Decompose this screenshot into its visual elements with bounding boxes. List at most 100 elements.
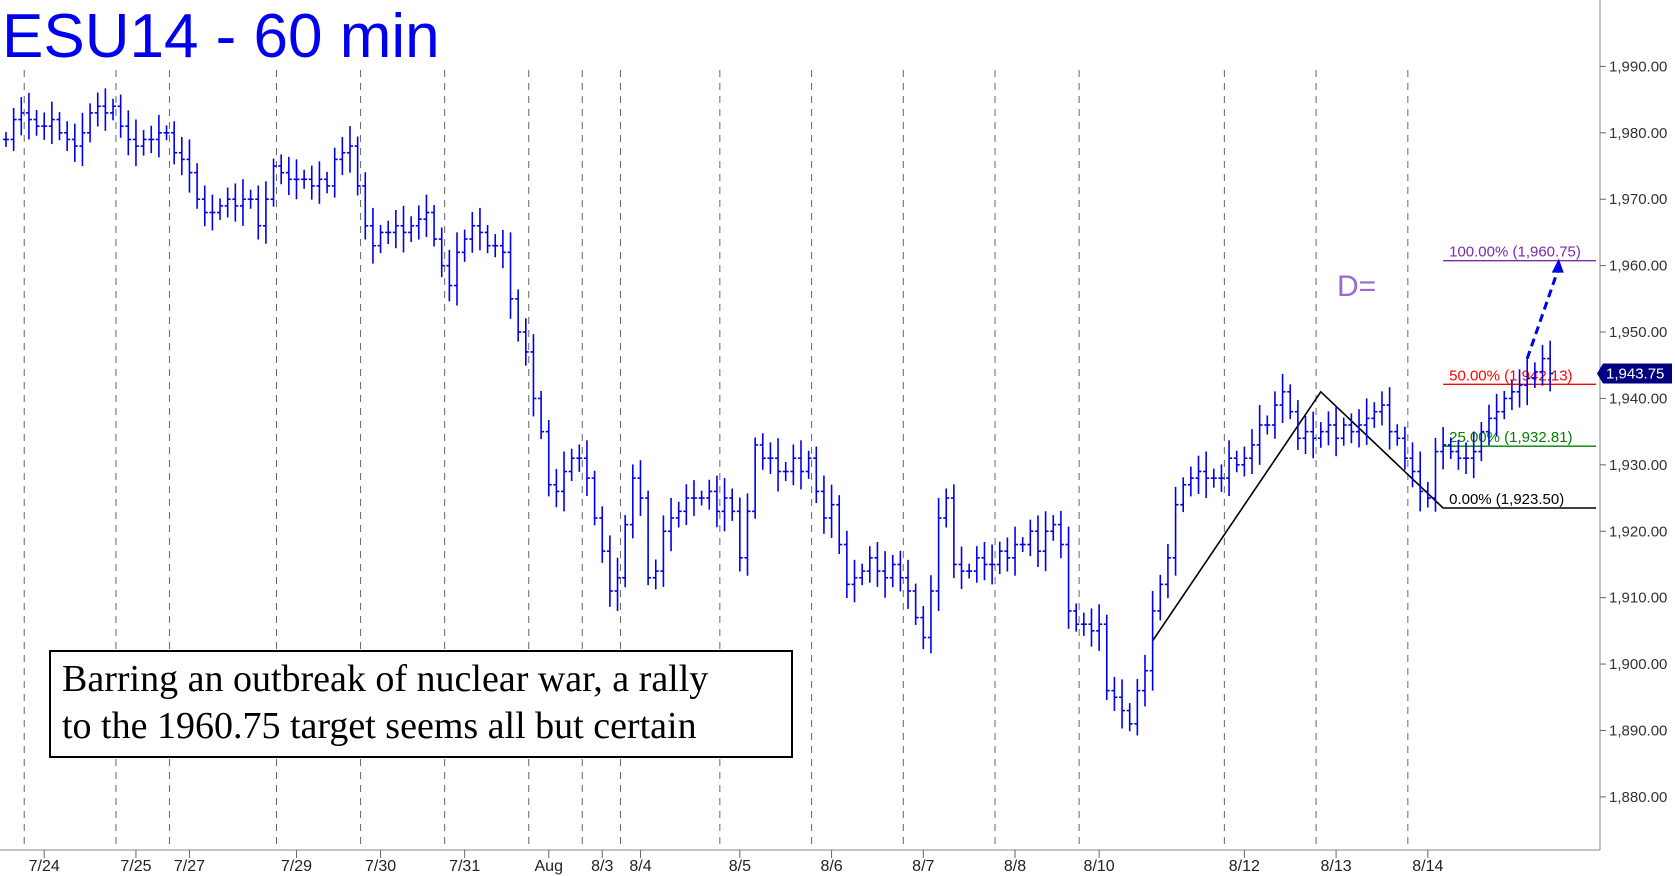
price-bar-198 [1516,369,1523,408]
price-bar-29 [224,187,231,218]
price-bar-61 [469,212,476,253]
price-bar-120 [920,605,927,650]
price-bar-109 [836,495,843,555]
price-bar-121 [927,575,934,654]
price-bar-171 [1310,411,1317,459]
price-bar-5 [41,112,48,140]
price-bar-10 [79,112,86,167]
price-bar-60 [461,229,468,262]
price-bar-165 [1264,415,1271,435]
fib-label-1: 25.00% (1,932.81) [1449,429,1572,446]
price-bar-190 [1455,439,1462,470]
price-bar-72 [553,468,560,508]
price-bar-146 [1119,679,1126,729]
price-bar-17 [132,119,139,167]
price-bar-196 [1501,391,1508,420]
price-bar-158 [1210,468,1217,488]
price-bar-26 [201,185,208,227]
price-bar-18 [140,129,147,156]
d-marker-label: D= [1337,270,1376,303]
price-bar-38 [293,159,300,200]
price-bar-123 [943,488,950,528]
price-bar-97 [744,493,751,576]
price-bar-181 [1386,387,1393,450]
price-bar-54 [415,205,422,240]
x-tick-label-8: 8/4 [629,858,651,875]
price-bar-166 [1271,391,1278,439]
price-bar-162 [1241,446,1248,477]
price-bar-127 [973,546,980,583]
price-bar-110 [843,530,850,599]
y-tick-label-4: 1,920.00 [1609,523,1667,540]
price-bar-86 [660,515,667,587]
price-bar-44 [339,136,346,176]
price-bar-149 [1141,654,1148,707]
price-bar-69 [530,334,537,417]
x-tick-label-12: 8/8 [1004,858,1026,875]
price-bar-31 [239,179,246,226]
y-axis: 1,880.00 1,890.00 1,900.00 1,910.00 1,920.00… [1600,58,1667,806]
price-bar-42 [324,171,331,194]
price-bar-184 [1409,442,1416,488]
price-bar-87 [668,497,675,552]
x-tick-label-16: 8/14 [1412,858,1443,875]
x-tick-label-15: 8/13 [1321,858,1352,875]
price-bar-22 [171,121,178,165]
price-bar-30 [232,183,239,222]
price-bar-33 [255,185,262,240]
price-bar-21 [163,125,170,141]
price-bar-2 [18,97,25,136]
price-bar-25 [194,163,201,209]
y-tick-label-6: 1,940.00 [1609,390,1667,407]
price-bar-175 [1340,417,1347,446]
x-tick-label-6: Aug [535,858,563,875]
price-bar-189 [1447,437,1454,459]
price-bar-35 [270,158,277,207]
price-bar-170 [1302,415,1309,455]
fib-label-3: 100.00% (1,960.75) [1449,244,1581,261]
price-bar-80 [614,557,621,612]
price-bar-20 [155,114,162,158]
price-bar-183 [1401,426,1408,470]
x-tick-label-14: 8/12 [1229,858,1260,875]
price-bar-192 [1470,431,1477,479]
price-bar-116 [889,554,896,588]
price-bar-199 [1524,358,1531,406]
price-bar-62 [476,207,483,251]
price-bar-14 [110,98,117,121]
price-bar-84 [645,490,652,586]
chart-title: ESU14 - 60 min [2,2,440,71]
last-price-tag-shape [1597,363,1672,384]
price-bar-91 [698,490,705,506]
projection-arrow-shaft [1525,270,1560,360]
y-tick-label-1: 1,890.00 [1609,722,1667,739]
price-bar-89 [683,484,690,526]
price-bar-147 [1126,703,1133,732]
annotation-box: Barring an outbreak of nuclear war, a ra… [49,650,793,758]
price-bars [3,88,1554,736]
price-bar-137 [1050,515,1057,541]
price-bar-197 [1508,380,1515,411]
price-bar-117 [897,550,904,592]
price-bar-104 [798,440,804,490]
x-tick-label-11: 8/7 [912,858,934,875]
y-tick-label-2: 1,900.00 [1609,656,1667,673]
price-bar-32 [247,189,254,209]
x-tick-label-4: 7/30 [365,858,396,875]
price-bar-83 [637,460,644,516]
price-bar-56 [431,205,438,247]
price-bar-131 [1004,537,1011,572]
price-bar-76 [583,440,590,497]
x-tick-label-5: 7/31 [449,858,480,875]
annotation-frame [49,650,793,758]
price-bar-144 [1103,614,1110,701]
price-bar-155 [1187,466,1194,497]
price-bar-169 [1294,400,1301,450]
price-bar-53 [408,216,415,242]
last-price-tag: 1,943.75 [1597,363,1672,384]
price-bar-92 [706,479,713,510]
price-bar-108 [828,484,835,538]
price-bar-114 [874,542,881,587]
price-bar-168 [1287,384,1294,420]
price-bar-151 [1157,574,1164,621]
